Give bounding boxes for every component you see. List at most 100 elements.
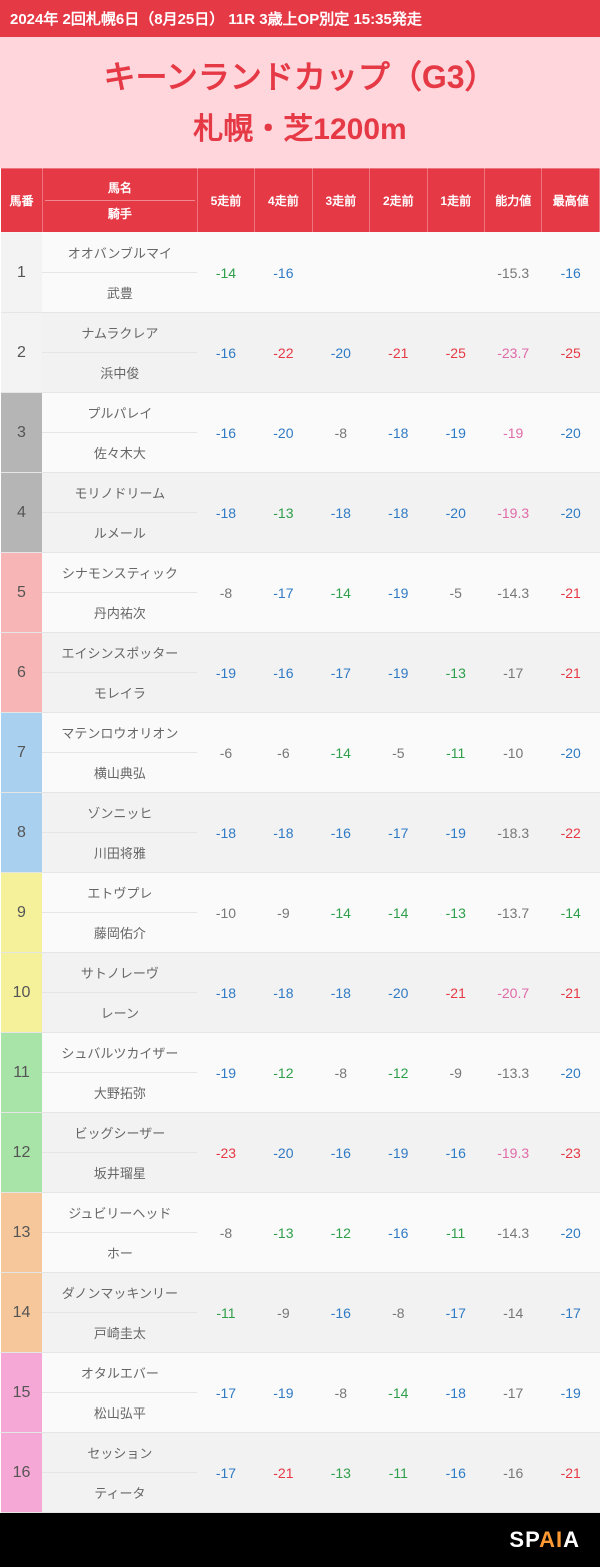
table-row: 4モリノドリームルメール-18-13-18-18-20-19.3-20 [1, 473, 600, 553]
value-cell-r2: -19 [370, 553, 427, 633]
value-cell-max: -21 [542, 553, 600, 633]
col-ability: 能力値 [484, 168, 541, 232]
num-cell: 13 [1, 1193, 43, 1273]
jockey-name: レーン [42, 993, 197, 1033]
value-cell-r1: -18 [427, 1353, 484, 1433]
jockey-name: 松山弘平 [42, 1393, 197, 1433]
value-cell-r5: -10 [197, 873, 254, 953]
value-cell-max: -20 [542, 393, 600, 473]
value-cell-r4: -22 [255, 313, 312, 393]
col-horse-label: 馬名 [45, 175, 195, 201]
table-row: 15オタルエバー松山弘平-17-19-8-14-18-17-19 [1, 1353, 600, 1433]
value-cell-r2: -11 [370, 1433, 427, 1513]
num-cell: 2 [1, 313, 43, 393]
num-cell: 10 [1, 953, 43, 1033]
horse-name: オタルエバー [42, 1353, 197, 1393]
name-cell: セッションティータ [42, 1433, 197, 1513]
num-cell: 15 [1, 1353, 43, 1433]
value-cell-r3: -14 [312, 713, 369, 793]
col-name: 馬名 騎手 [42, 168, 197, 232]
name-cell: ビッグシーザー坂井瑠星 [42, 1113, 197, 1193]
horse-name: シナモンスティック [42, 553, 197, 593]
value-cell-r3 [312, 232, 369, 313]
value-cell-r3: -17 [312, 633, 369, 713]
value-cell-r1: -20 [427, 473, 484, 553]
num-cell: 1 [1, 232, 43, 313]
value-cell-max: -21 [542, 953, 600, 1033]
value-cell-r4: -16 [255, 232, 312, 313]
value-cell-r2: -14 [370, 1353, 427, 1433]
jockey-name: ティータ [42, 1473, 197, 1513]
value-cell-r2: -17 [370, 793, 427, 873]
name-cell: シュバルツカイザー大野拓弥 [42, 1033, 197, 1113]
name-cell: オオバンブルマイ武豊 [42, 232, 197, 313]
value-cell-max: -20 [542, 1193, 600, 1273]
value-cell-max: -25 [542, 313, 600, 393]
value-cell-r3: -8 [312, 393, 369, 473]
horse-name: エイシンスポッター [42, 633, 197, 673]
horse-name: セッション [42, 1433, 197, 1473]
value-cell-r3: -16 [312, 1113, 369, 1193]
value-cell-ability: -17 [484, 1353, 541, 1433]
value-cell-r5: -19 [197, 633, 254, 713]
value-cell-r3: -12 [312, 1193, 369, 1273]
value-cell-max: -22 [542, 793, 600, 873]
name-cell: ゾンニッヒ川田将雅 [42, 793, 197, 873]
table-row: 13ジュビリーヘッドホー-8-13-12-16-11-14.3-20 [1, 1193, 600, 1273]
value-cell-ability: -15.3 [484, 232, 541, 313]
num-cell: 7 [1, 713, 43, 793]
table-row: 7マテンロウオリオン横山典弘-6-6-14-5-11-10-20 [1, 713, 600, 793]
footer-brand: SPAIA [0, 1513, 600, 1567]
name-cell: エイシンスポッターモレイラ [42, 633, 197, 713]
table-row: 9エトヴプレ藤岡佑介-10-9-14-14-13-13.7-14 [1, 873, 600, 953]
table-row: 1オオバンブルマイ武豊-14-16-15.3-16 [1, 232, 600, 313]
value-cell-r5: -19 [197, 1033, 254, 1113]
name-cell: ナムラクレア浜中俊 [42, 313, 197, 393]
value-cell-r1 [427, 232, 484, 313]
jockey-name: ルメール [42, 513, 197, 553]
value-cell-r3: -18 [312, 473, 369, 553]
value-cell-r2 [370, 232, 427, 313]
table-row: 6エイシンスポッターモレイラ-19-16-17-19-13-17-21 [1, 633, 600, 713]
jockey-name: ホー [42, 1233, 197, 1273]
horse-name: ビッグシーザー [42, 1113, 197, 1153]
value-cell-r2: -16 [370, 1193, 427, 1273]
value-cell-r5: -17 [197, 1353, 254, 1433]
value-cell-r1: -21 [427, 953, 484, 1033]
col-num: 馬番 [1, 168, 43, 232]
jockey-name: 坂井瑠星 [42, 1153, 197, 1193]
table-row: 11シュバルツカイザー大野拓弥-19-12-8-12-9-13.3-20 [1, 1033, 600, 1113]
value-cell-r3: -8 [312, 1033, 369, 1113]
value-cell-r2: -20 [370, 953, 427, 1033]
value-cell-r3: -20 [312, 313, 369, 393]
brand-post: A [563, 1527, 580, 1552]
value-cell-r5: -17 [197, 1433, 254, 1513]
value-cell-r4: -20 [255, 1113, 312, 1193]
value-cell-max: -20 [542, 713, 600, 793]
num-cell: 4 [1, 473, 43, 553]
col-r5: 5走前 [197, 168, 254, 232]
value-cell-r4: -19 [255, 1353, 312, 1433]
name-cell: エトヴプレ藤岡佑介 [42, 873, 197, 953]
table-row: 3プルパレイ佐々木大-16-20-8-18-19-19-20 [1, 393, 600, 473]
value-cell-ability: -13.7 [484, 873, 541, 953]
horse-name: オオバンブルマイ [42, 233, 197, 273]
jockey-name: 藤岡佑介 [42, 913, 197, 953]
race-title-block: キーンランドカップ（G3） 札幌・芝1200m [0, 37, 600, 168]
name-cell: シナモンスティック丹内祐次 [42, 553, 197, 633]
value-cell-r5: -18 [197, 473, 254, 553]
horse-name: ジュビリーヘッド [42, 1193, 197, 1233]
value-cell-r1: -11 [427, 1193, 484, 1273]
col-max: 最高値 [542, 168, 600, 232]
num-cell: 14 [1, 1273, 43, 1353]
jockey-name: 丹内祐次 [42, 593, 197, 633]
value-cell-r5: -11 [197, 1273, 254, 1353]
value-cell-max: -23 [542, 1113, 600, 1193]
value-cell-r4: -20 [255, 393, 312, 473]
num-cell: 8 [1, 793, 43, 873]
jockey-name: 横山典弘 [42, 753, 197, 793]
num-cell: 5 [1, 553, 43, 633]
value-cell-r2: -14 [370, 873, 427, 953]
value-cell-r1: -19 [427, 393, 484, 473]
jockey-name: 浜中俊 [42, 353, 197, 393]
